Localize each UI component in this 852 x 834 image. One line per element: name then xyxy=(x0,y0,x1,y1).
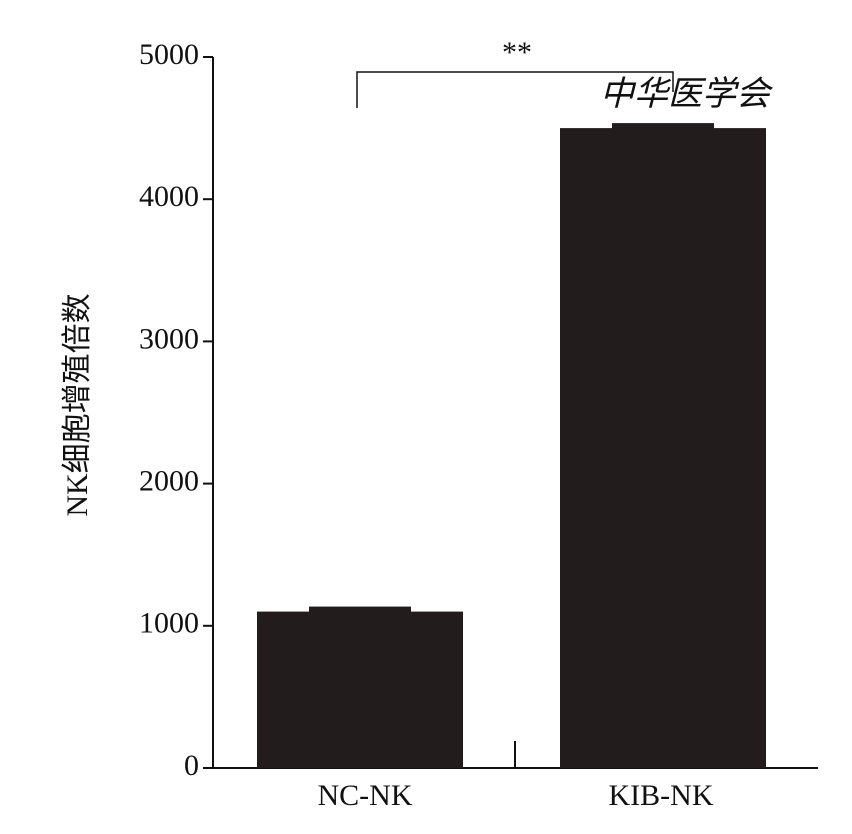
y-tick-label: 5000 xyxy=(139,38,199,71)
watermark: 中华医学会 xyxy=(600,76,774,113)
axes: 0 1000 2000 3000 4000 5000 NC-NK KIB-NK xyxy=(139,38,818,812)
y-tick-label: 1000 xyxy=(139,607,199,640)
error-cap-nc-nk xyxy=(309,606,411,613)
y-tick-label: 0 xyxy=(184,749,199,782)
bar-nc-nk xyxy=(257,611,463,768)
bars xyxy=(257,123,766,769)
y-axis-label: NK细胞增殖倍数 xyxy=(61,293,94,516)
y-tick-label: 2000 xyxy=(139,464,199,497)
y-tick-label: 4000 xyxy=(139,180,199,213)
x-category-label: NC-NK xyxy=(318,779,413,812)
significance-label: ** xyxy=(502,36,532,69)
y-tick-label: 3000 xyxy=(139,322,199,355)
annotations xyxy=(356,71,674,108)
x-category-label: KIB-NK xyxy=(609,779,714,812)
bar-kib-nk xyxy=(560,128,766,769)
significance-bracket xyxy=(356,71,674,108)
error-cap-kib-nk xyxy=(612,123,714,130)
